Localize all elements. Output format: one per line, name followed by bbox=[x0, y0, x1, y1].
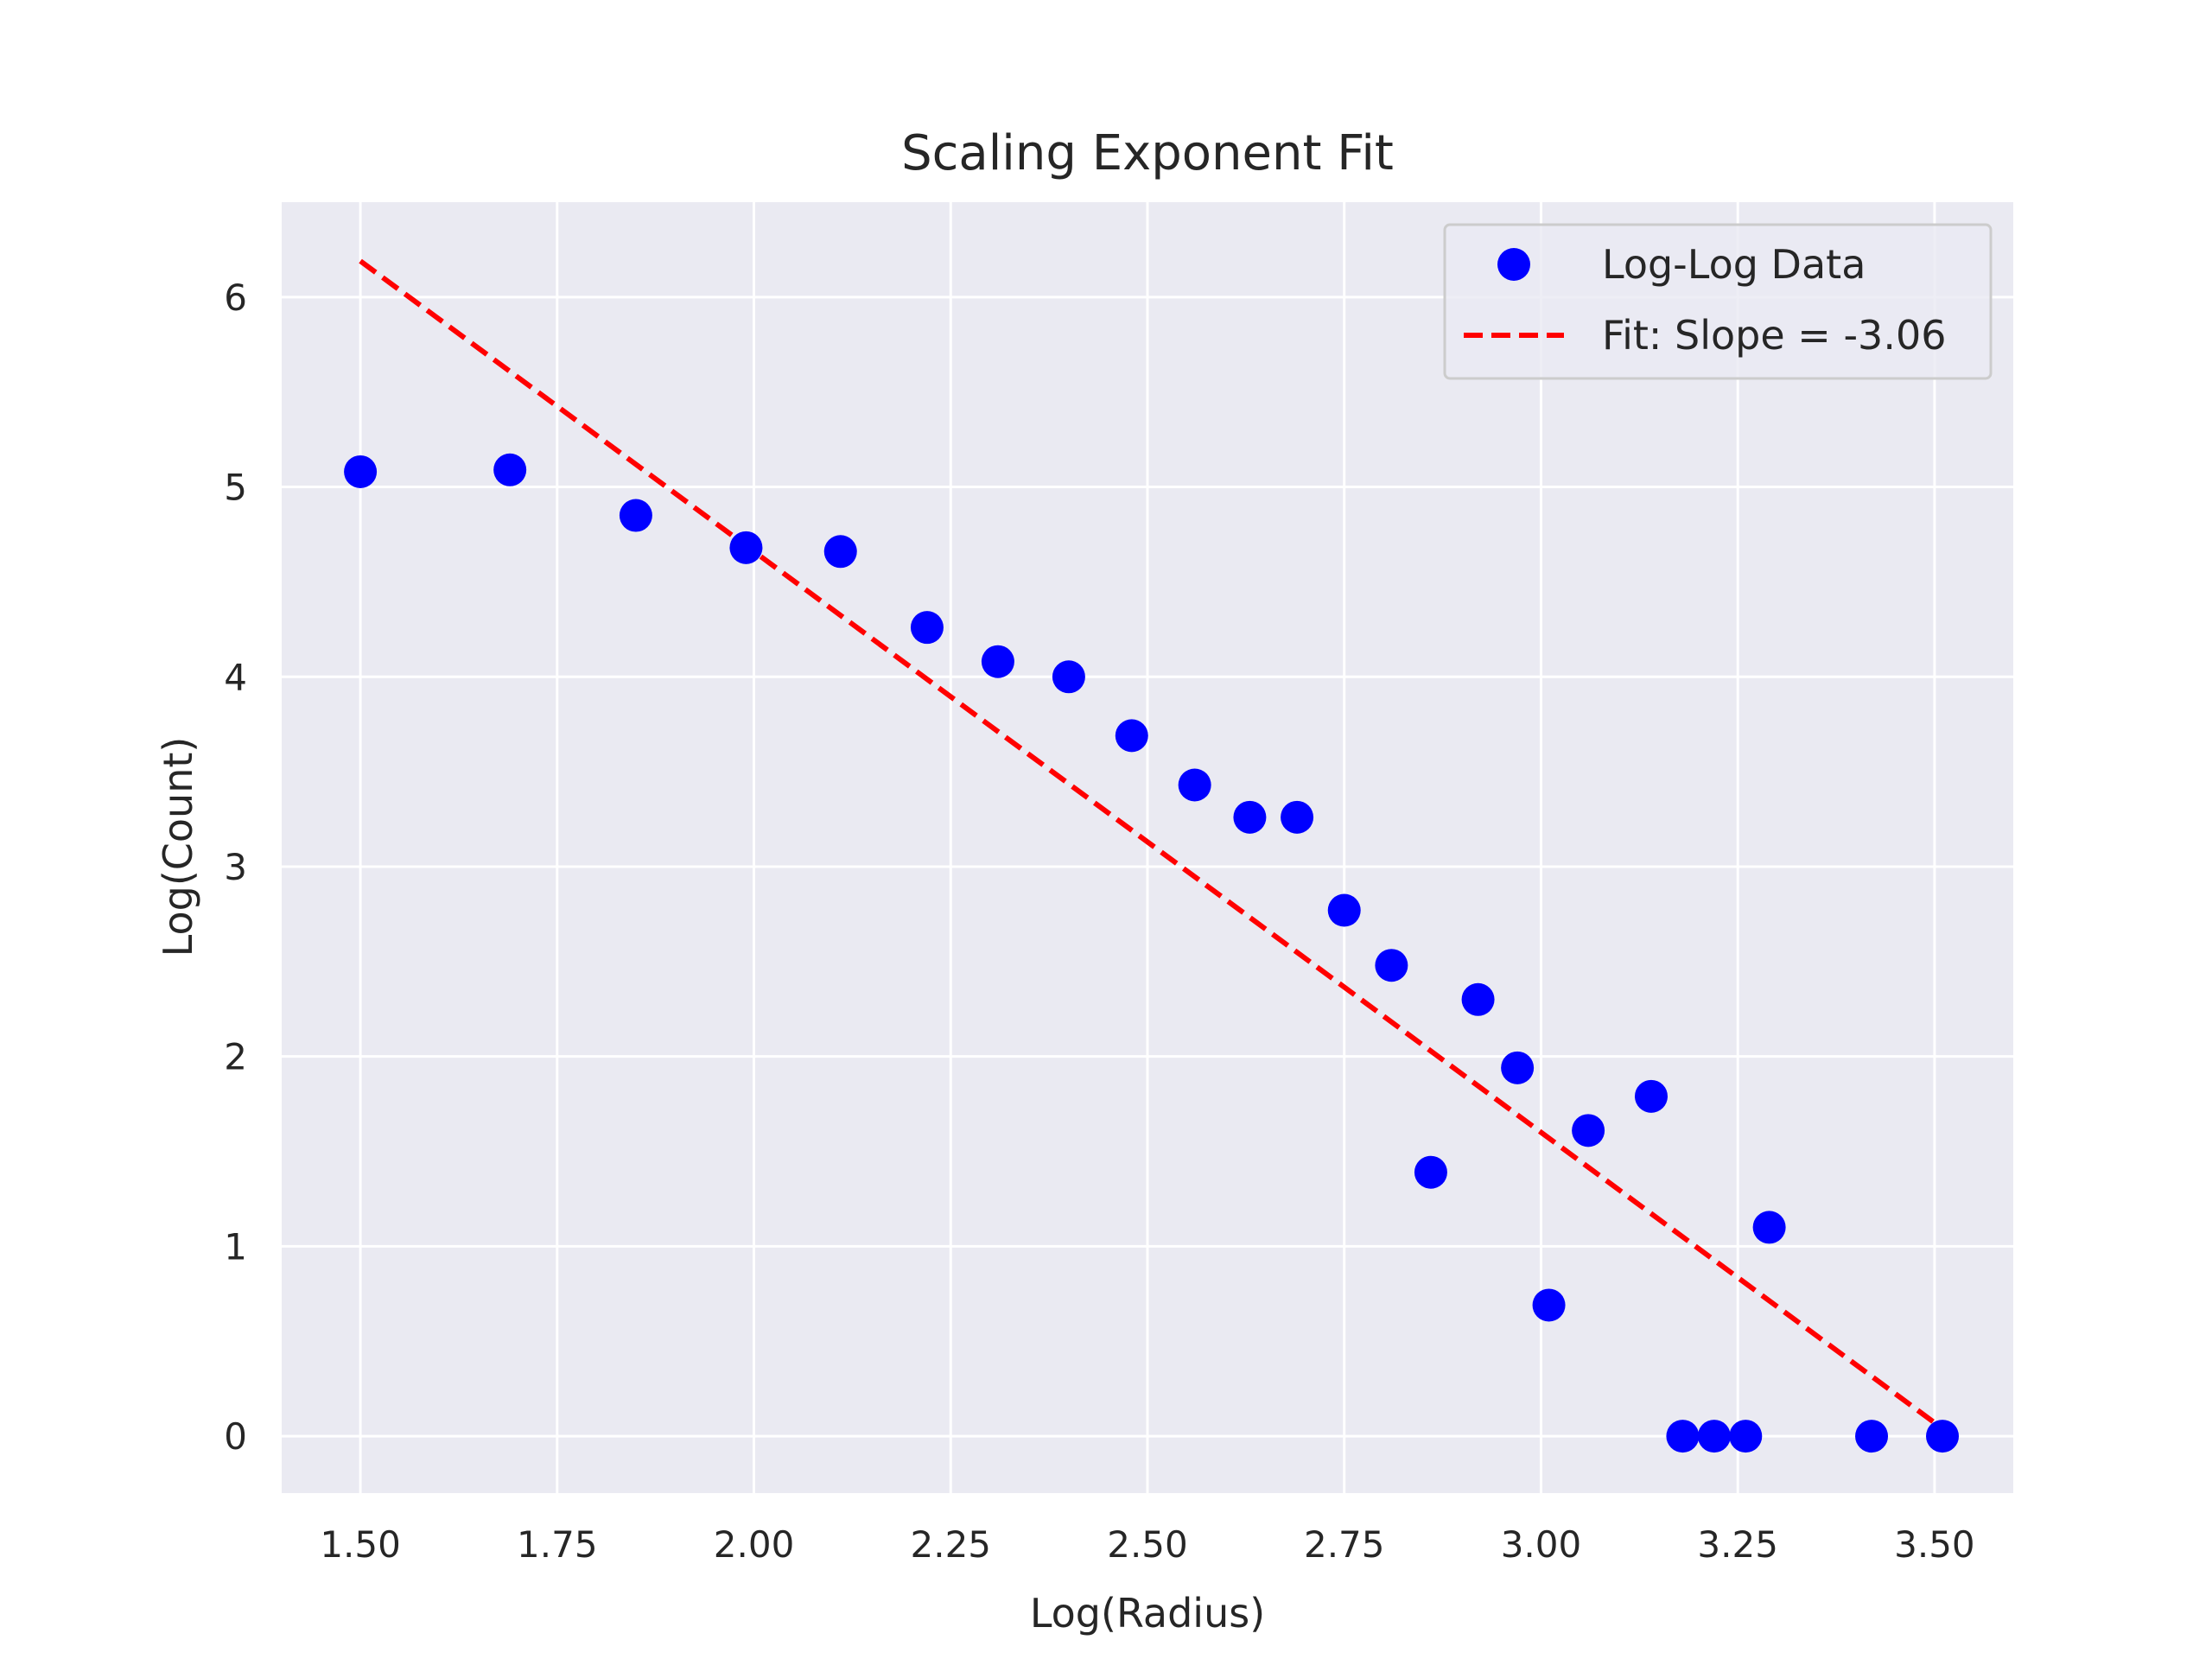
data-points bbox=[344, 453, 1960, 1453]
data-point bbox=[1666, 1420, 1700, 1453]
data-point bbox=[344, 454, 378, 488]
data-point bbox=[1572, 1114, 1605, 1147]
data-point bbox=[1115, 719, 1148, 753]
fit-line-layer bbox=[359, 258, 1944, 1431]
y-tick-label: 1 bbox=[224, 1225, 247, 1268]
y-axis-label: Log(Count) bbox=[155, 737, 201, 957]
data-point bbox=[729, 531, 763, 564]
data-point bbox=[1752, 1211, 1786, 1244]
data-point bbox=[1461, 982, 1495, 1016]
y-tick-label: 5 bbox=[224, 467, 247, 509]
data-point bbox=[1855, 1420, 1889, 1453]
data-point bbox=[823, 535, 857, 569]
x-tick-label: 1.75 bbox=[517, 1523, 598, 1566]
data-point bbox=[1281, 800, 1314, 834]
data-point bbox=[1414, 1155, 1447, 1189]
data-point bbox=[910, 611, 944, 645]
data-point bbox=[1052, 660, 1085, 694]
x-tick-label: 2.25 bbox=[911, 1523, 992, 1566]
legend-box bbox=[1443, 223, 1993, 380]
x-tick-label: 1.50 bbox=[320, 1523, 401, 1566]
fit-line bbox=[359, 258, 1944, 1431]
data-point bbox=[1532, 1288, 1566, 1322]
legend-marker-data bbox=[1497, 248, 1530, 281]
data-point bbox=[1634, 1079, 1668, 1113]
legend-label-fit: Fit: Slope = -3.06 bbox=[1602, 312, 1946, 359]
y-tick-labels: 0 1 2 3 4 5 6 bbox=[224, 276, 247, 1458]
data-point bbox=[619, 499, 652, 532]
x-tick-label: 3.25 bbox=[1697, 1523, 1778, 1566]
data-point bbox=[1375, 949, 1408, 982]
data-point bbox=[1729, 1420, 1763, 1453]
x-tick-labels: 1.50 1.75 2.00 2.25 2.50 2.75 3.00 3.25 3.50 bbox=[320, 1523, 1974, 1566]
legend-label-data: Log-Log Data bbox=[1602, 241, 1866, 288]
y-tick-label: 6 bbox=[224, 276, 247, 319]
chart-title: Scaling Exponent Fit bbox=[901, 125, 1394, 181]
legend: Log-Log Data Fit: Slope = -3.06 bbox=[1443, 223, 1993, 380]
data-point bbox=[1178, 768, 1211, 802]
y-tick-label: 0 bbox=[224, 1415, 247, 1458]
x-tick-label: 2.75 bbox=[1304, 1523, 1385, 1566]
x-axis-label: Log(Radius) bbox=[1030, 1590, 1265, 1637]
y-tick-label: 2 bbox=[224, 1036, 247, 1078]
data-point bbox=[1697, 1420, 1731, 1453]
x-tick-label: 2.50 bbox=[1107, 1523, 1188, 1566]
data-point bbox=[1926, 1420, 1960, 1453]
y-tick-label: 3 bbox=[224, 846, 247, 888]
data-point bbox=[493, 453, 527, 486]
data-point bbox=[1233, 800, 1267, 834]
x-tick-label: 2.00 bbox=[714, 1523, 795, 1566]
data-point bbox=[1501, 1051, 1535, 1084]
x-tick-label: 3.00 bbox=[1501, 1523, 1582, 1566]
x-tick-label: 3.50 bbox=[1894, 1523, 1975, 1566]
data-point bbox=[981, 645, 1014, 678]
y-tick-label: 4 bbox=[224, 656, 247, 698]
data-point bbox=[1327, 893, 1361, 927]
